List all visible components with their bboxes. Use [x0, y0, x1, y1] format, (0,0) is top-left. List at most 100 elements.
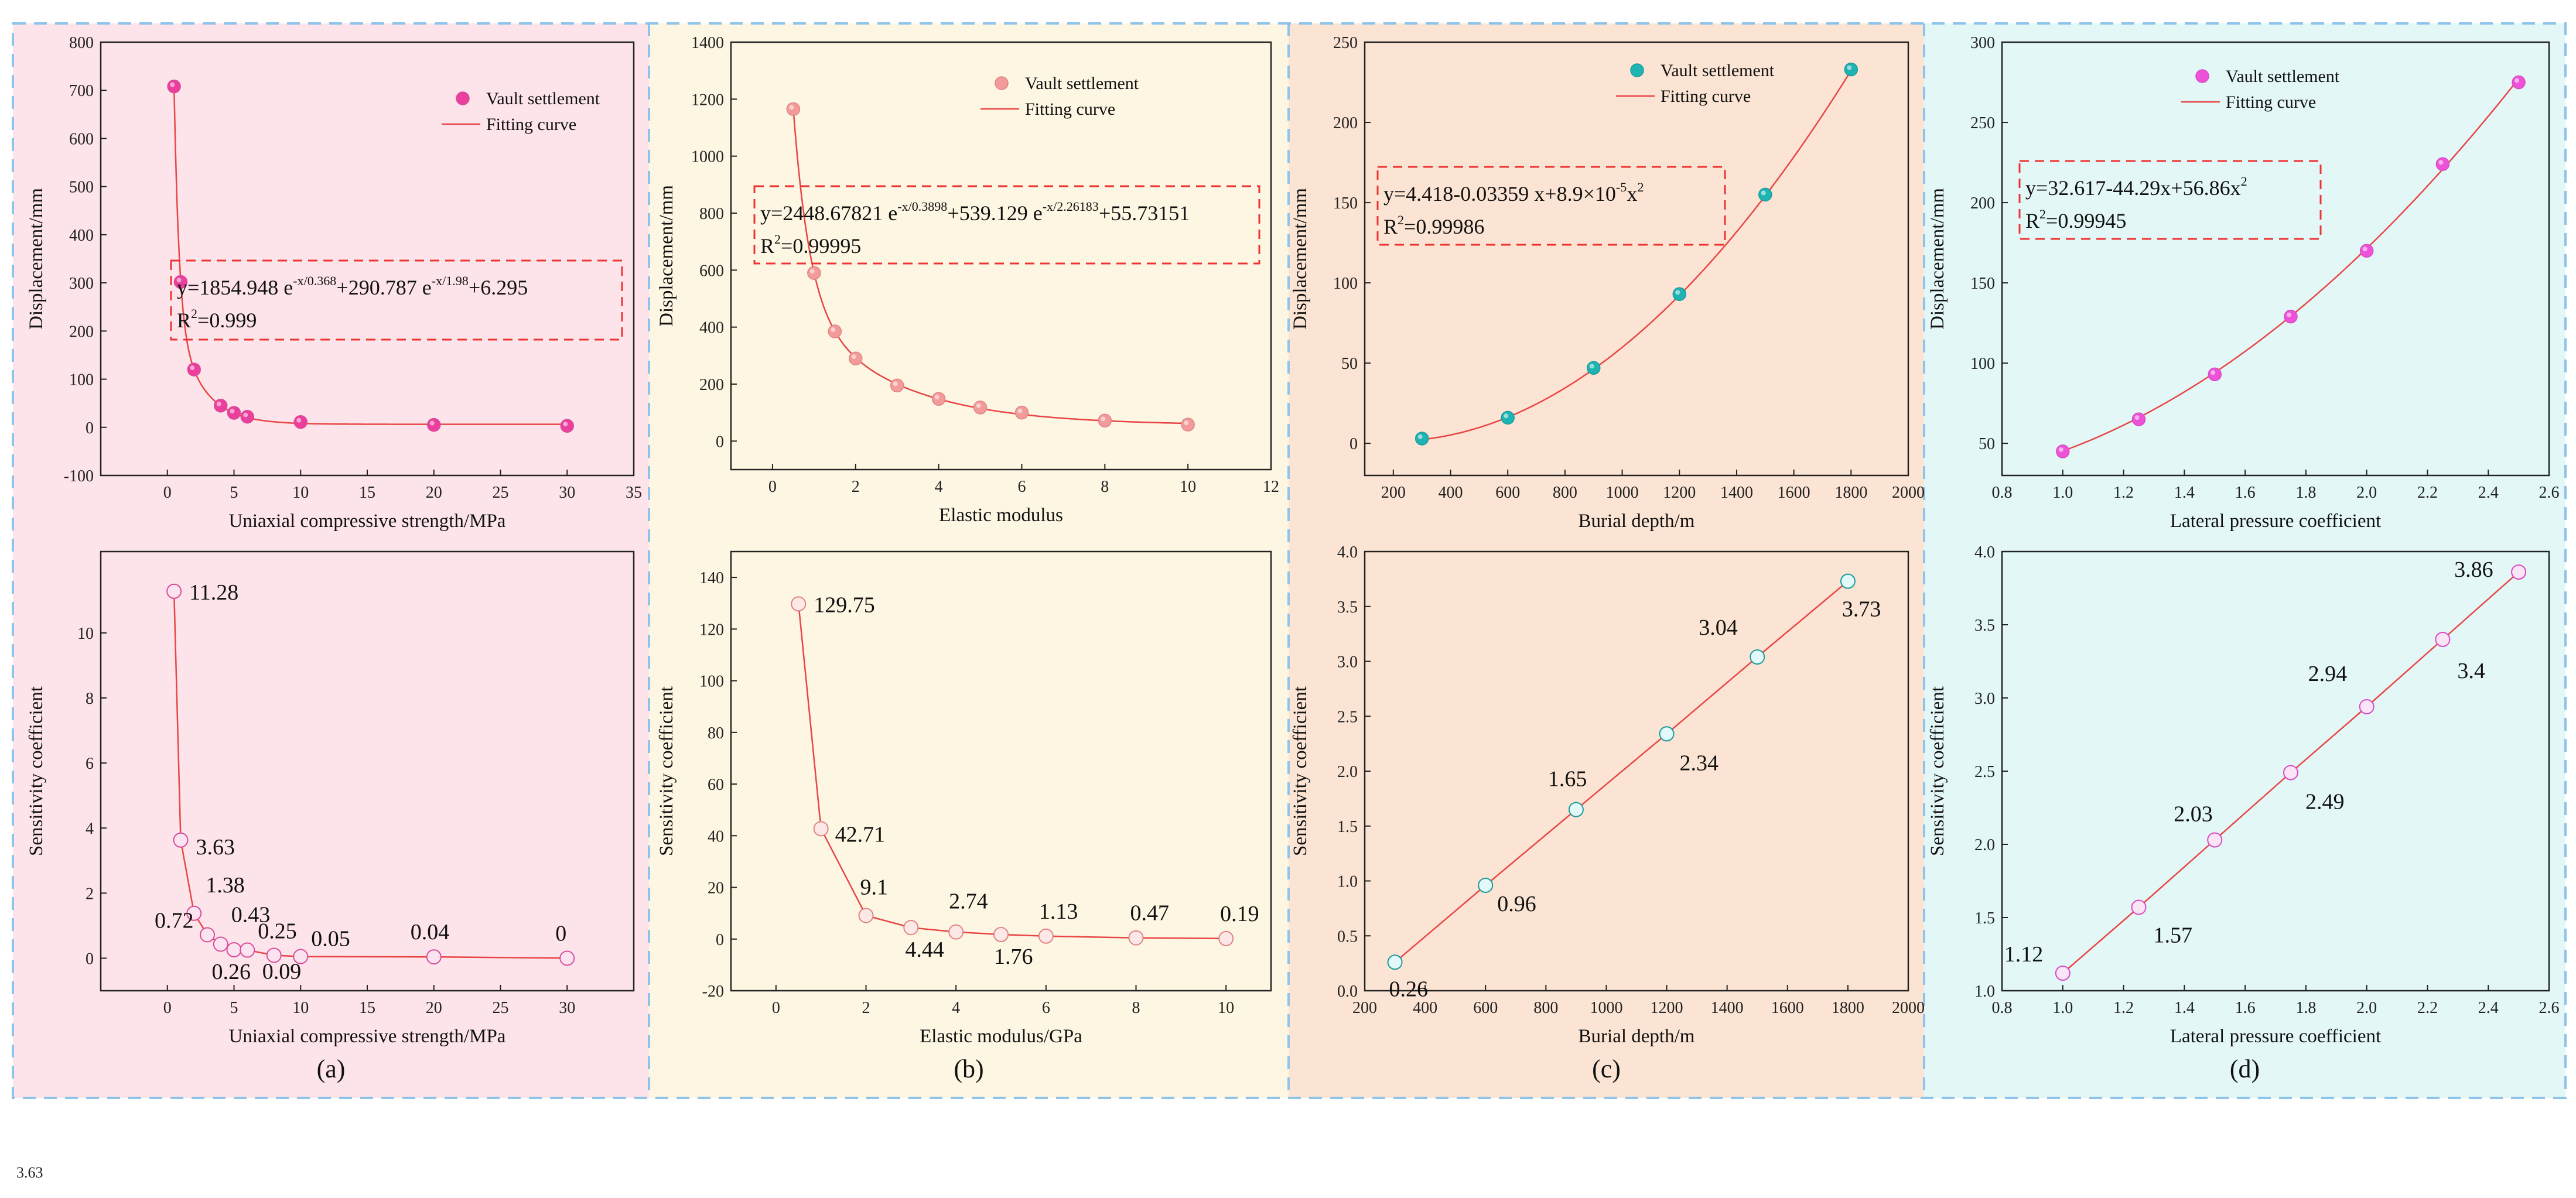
data-label: 2.49: [2305, 790, 2345, 814]
y-tick-label: 400: [699, 319, 724, 337]
fit-equation: y=2448.67821 e-x/0.3898 +539.129 e-x/2.2…: [760, 199, 1190, 225]
y-tick-label: 8: [86, 690, 94, 708]
sensitivity-point: [1750, 649, 1765, 665]
chart-a-top: 0 5 10 15 20 25 30 35 -100 0 100 200 300 400 500 600 700…: [26, 34, 642, 532]
data-point: [227, 406, 241, 420]
y-tick-label: 1.0: [1337, 873, 1358, 891]
x-tick-label: 2.0: [2356, 999, 2377, 1017]
sensitivity-point: [813, 821, 829, 837]
chart-b-top: 0 2 4 6 8 10 12 0 200 400 600 800 1000 1200 1400 Elasti…: [656, 34, 1279, 526]
panel-background-a: [13, 23, 649, 1098]
data-point: [1586, 361, 1601, 375]
data-point: [2435, 157, 2450, 172]
y-tick-label: 4.0: [1974, 543, 1995, 562]
y-tick-label: 40: [708, 827, 724, 846]
x-tick-label: 1.8: [2295, 484, 2316, 502]
data-label: 2.03: [2174, 802, 2213, 827]
fit-equation: y=1854.948 e-x/0.368 +290.787 e-x/1.98 +…: [177, 273, 528, 299]
sensitivity-point: [993, 927, 1009, 942]
data-point-highlight: [789, 105, 794, 110]
data-point-highlight: [2211, 370, 2216, 375]
data-label: 2.94: [2308, 662, 2348, 686]
sensitivity-point: [2131, 899, 2147, 915]
x-tick-label: 6: [1042, 999, 1050, 1017]
y-tick-label: 2.0: [1974, 836, 1995, 854]
sensitivity-point: [213, 936, 228, 952]
data-label: 0.47: [1130, 901, 1170, 926]
x-axis-label: Elastic modulus: [939, 505, 1063, 526]
x-tick-label: 1.8: [2295, 999, 2316, 1017]
data-point-highlight: [2134, 415, 2140, 420]
data-point: [2284, 309, 2298, 324]
sensitivity-point: [1218, 930, 1234, 946]
data-point-highlight: [851, 354, 856, 360]
data-point: [293, 415, 308, 429]
data-point-highlight: [2286, 312, 2291, 317]
data-point: [214, 399, 228, 413]
data-point-highlight: [1417, 434, 1423, 439]
y-tick-label: 0: [86, 419, 94, 437]
sensitivity-point: [1387, 954, 1403, 970]
data-point: [1415, 432, 1429, 446]
y-tick-label: 0.0: [1337, 983, 1358, 1001]
chart-c-top: 200 400 600 800 1000 1200 1400 1600 1800 2000 0 50 1…: [1290, 34, 1925, 532]
data-point-highlight: [429, 420, 435, 426]
data-label: 1.65: [1548, 767, 1587, 792]
x-tick-label: 25: [493, 999, 509, 1017]
x-tick-label: 1000: [1606, 484, 1639, 502]
fitting-curve: [1422, 70, 1852, 440]
data-point: [427, 417, 441, 432]
x-tick-label: 1.2: [2113, 484, 2134, 502]
data-point: [1844, 62, 1858, 77]
data-point-highlight: [2058, 447, 2063, 452]
y-tick-label: 300: [69, 275, 94, 293]
plot-frame: [730, 41, 1272, 471]
data-point: [2208, 367, 2222, 382]
x-tick-label: 8: [1101, 478, 1109, 496]
x-tick-label: 2000: [1892, 999, 1925, 1017]
data-point: [2056, 444, 2070, 458]
legend-label: Fitting curve: [1025, 100, 1115, 119]
y-tick-label: 200: [69, 323, 94, 341]
x-tick-label: 2.6: [2539, 484, 2560, 502]
x-tick-label: 2.2: [2417, 999, 2438, 1017]
y-tick-label: 800: [69, 34, 94, 52]
x-axis-label: Elastic modulus/GPa: [920, 1026, 1082, 1047]
x-tick-label: 4: [952, 999, 960, 1017]
data-point-highlight: [831, 327, 836, 332]
data-label: 1.76: [994, 944, 1033, 969]
x-tick-label: 1200: [1663, 484, 1696, 502]
legend-label: Fitting curve: [2226, 93, 2316, 112]
legend-label: Vault settlement: [2226, 67, 2340, 86]
data-point-highlight: [1675, 290, 1680, 295]
x-tick-label: 15: [359, 999, 375, 1017]
data-point: [2512, 75, 2526, 90]
y-tick-label: 150: [1333, 194, 1358, 213]
x-tick-label: 2.0: [2356, 484, 2377, 502]
data-label: 0.04: [411, 920, 450, 944]
sensitivity-point: [293, 949, 309, 964]
data-label: 0.05: [311, 927, 350, 951]
x-tick-label: 1.6: [2235, 999, 2256, 1017]
x-tick-label: 1.0: [2052, 999, 2073, 1017]
y-tick-label: 3.5: [1337, 598, 1358, 617]
legend-marker: [2195, 69, 2209, 83]
y-tick-label: 1.0: [1974, 983, 1995, 1001]
y-tick-label: 250: [1970, 114, 1995, 132]
x-tick-label: 4: [935, 478, 943, 496]
x-tick-label: 800: [1533, 999, 1558, 1017]
y-axis-label: Displacement/mm: [656, 185, 677, 327]
data-point: [1672, 287, 1687, 302]
data-point: [849, 351, 863, 365]
y-tick-label: 0: [1350, 435, 1358, 453]
data-label: 42.71: [835, 822, 886, 847]
x-tick-label: 200: [1381, 484, 1406, 502]
y-tick-label: -100: [64, 467, 94, 485]
x-tick-label: 1.0: [2052, 484, 2073, 502]
panel-caption-d: (d): [2230, 1055, 2260, 1083]
x-axis-label: Burial depth/m: [1579, 1026, 1695, 1047]
x-tick-label: 1000: [1590, 999, 1622, 1017]
y-tick-label: -20: [702, 983, 724, 1001]
x-tick-label: 1600: [1778, 484, 1810, 502]
y-tick-label: 100: [699, 673, 724, 691]
